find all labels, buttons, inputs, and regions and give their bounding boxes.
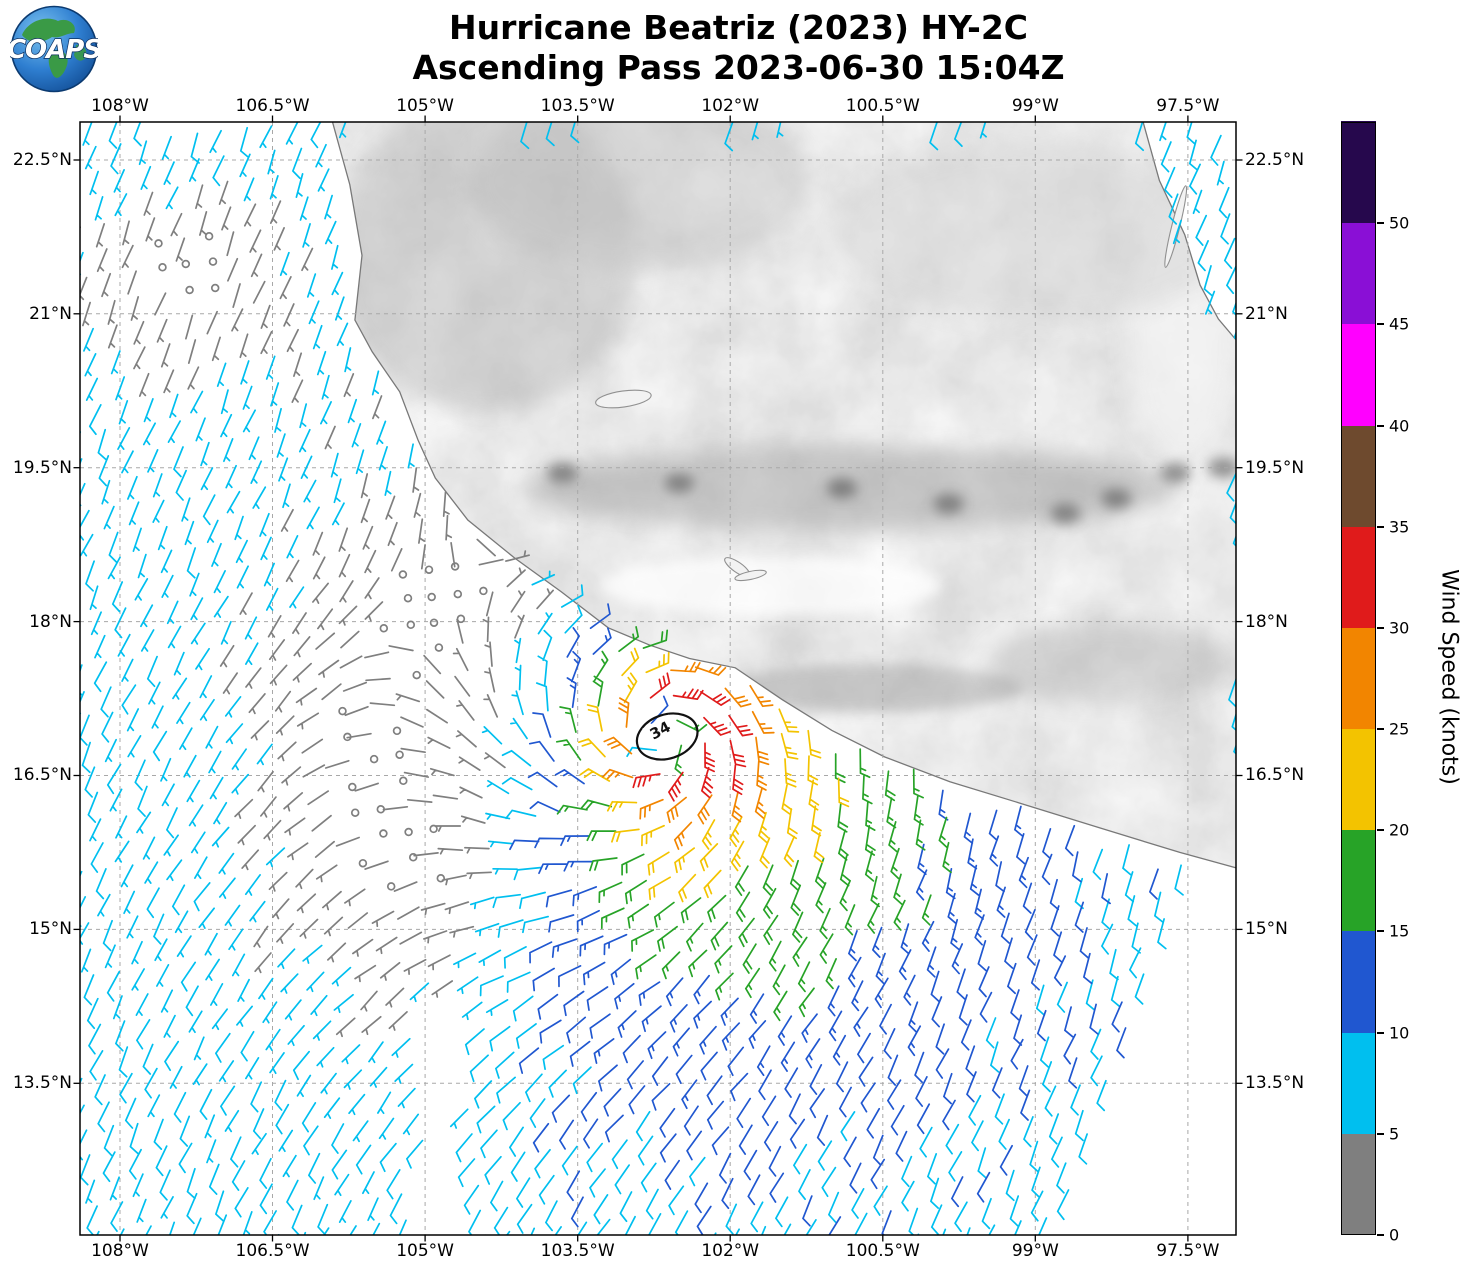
- contour-label-bg: [642, 714, 678, 746]
- lat-tick-label-right: 13.5°N: [1245, 1073, 1305, 1094]
- colorbar-tick-label: 35: [1389, 517, 1410, 537]
- wind-barbs-bin0: [80, 180, 554, 1038]
- lat-tick-label-left: 15°N: [29, 919, 72, 940]
- lat-tick-label-left: 22.5°N: [12, 149, 72, 170]
- colorbar-tick-mark: [1377, 424, 1384, 427]
- wind-barbs-bin5: [602, 661, 775, 850]
- lon-tick-label-top: 100.5°W: [845, 96, 920, 116]
- wind-barbs-bin6: [632, 672, 754, 802]
- lat-tick-label-right: 21°N: [1245, 303, 1288, 324]
- logo-landmass-south: [48, 49, 68, 78]
- colorbar-tick-label: 20: [1389, 820, 1410, 840]
- colorbar: [1341, 121, 1376, 1235]
- colorbar-segment: [1341, 526, 1376, 628]
- colorbar-segment: [1341, 829, 1376, 932]
- colorbar-tick-mark: [1377, 525, 1384, 528]
- colorbar-segment: [1341, 1032, 1376, 1134]
- colorbar-segment: [1341, 121, 1376, 224]
- storm-34kt-contour: 34: [635, 712, 699, 761]
- lon-tick-label-top: 105°W: [396, 96, 454, 116]
- coaps-logo: COAPS: [6, 5, 103, 93]
- lat-tick-label-right: 18°N: [1245, 611, 1288, 632]
- lon-tick-label-top: 99°W: [1011, 96, 1059, 116]
- colorbar-tick-mark: [1377, 626, 1384, 629]
- lon-tick-label-top: 103.5°W: [540, 96, 615, 116]
- colorbar-segment: [1341, 424, 1376, 527]
- logo-landmass-east: [74, 44, 87, 61]
- lake-outline: [595, 389, 652, 409]
- lat-tick-label-left: 16.5°N: [12, 765, 72, 786]
- lat-tick-label-left: 19.5°N: [12, 457, 72, 478]
- lon-tick-label-bottom: 106.5°W: [235, 1241, 310, 1261]
- colorbar-tick-mark: [1377, 1234, 1384, 1236]
- lon-tick-label-top: 108°W: [91, 96, 149, 116]
- lat-tick-label-left: 18°N: [29, 611, 72, 632]
- lon-tick-label-top: 97.5°W: [1156, 96, 1220, 116]
- lat-tick-label-left: 21°N: [29, 303, 72, 324]
- plot-title: Hurricane Beatriz (2023) HY-2C Ascending…: [0, 8, 1477, 87]
- gridlines: [80, 122, 1236, 1235]
- colorbar-segment: [1341, 728, 1376, 831]
- colorbar-segment: [1341, 1133, 1376, 1235]
- title-line1: Hurricane Beatriz (2023) HY-2C: [448, 8, 1029, 47]
- colorbar-tick-mark: [1377, 728, 1384, 731]
- colorbar-tick-label: 30: [1389, 618, 1410, 638]
- colorbar-tick-label: 25: [1389, 719, 1410, 739]
- colorbar-tick-mark: [1377, 222, 1384, 225]
- coaps-logo-globe: COAPS: [6, 5, 103, 93]
- title-line2: Ascending Pass 2023-06-30 15:04Z: [412, 47, 1065, 87]
- colorbar-tick-label: 50: [1389, 213, 1410, 233]
- lon-tick-label-top: 102°W: [701, 96, 760, 116]
- lake-outline: [734, 569, 767, 582]
- wind-barbs-bin2: [509, 603, 1159, 1235]
- wind-barbs-layer: [80, 122, 1236, 1235]
- logo-landmass-north: [22, 18, 75, 43]
- lat-tick-label-left: 13.5°N: [12, 1073, 72, 1094]
- lat-tick-label-right: 15°N: [1245, 919, 1288, 940]
- colorbar-tick-mark: [1377, 1132, 1384, 1135]
- lat-tick-label-right: 22.5°N: [1245, 149, 1305, 170]
- lon-tick-label-bottom: 103.5°W: [540, 1241, 615, 1261]
- wind-barbs-bin4: [578, 647, 850, 903]
- lon-tick-label-top: 106.5°W: [235, 96, 310, 116]
- lon-tick-label-bottom: 102°W: [701, 1241, 760, 1261]
- coaps-logo-text: COAPS: [10, 35, 98, 65]
- lon-tick-label-bottom: 99°W: [1011, 1241, 1059, 1261]
- colorbar-tick-label: 45: [1389, 314, 1410, 334]
- colorbar-tick-label: 5: [1389, 1124, 1400, 1144]
- colorbar-segment: [1341, 930, 1376, 1033]
- axis-tick-marks: [73, 115, 1243, 1242]
- colorbar-tick-label: 10: [1389, 1023, 1410, 1043]
- gulf-coastline: [1142, 122, 1236, 340]
- colorbar-tick-label: 40: [1389, 416, 1410, 436]
- plot-frame: [79, 121, 1237, 1236]
- wind-barbs-bin1: [80, 122, 1236, 1235]
- colorbar-segment: [1341, 627, 1376, 730]
- colorbar-tick-label: 0: [1389, 1225, 1400, 1245]
- colorbar-tick-mark: [1377, 323, 1384, 326]
- lon-tick-label-bottom: 108°W: [91, 1241, 149, 1261]
- colorbar-tick-label: 15: [1389, 921, 1410, 941]
- lat-tick-label-right: 16.5°N: [1245, 765, 1305, 786]
- colorbar-tick-mark: [1377, 930, 1384, 933]
- colorbar-segment: [1341, 222, 1376, 325]
- colorbar-tick-mark: [1377, 829, 1384, 832]
- lon-tick-label-bottom: 100.5°W: [845, 1241, 920, 1261]
- colorbar-label: Wind Speed (knots): [1436, 569, 1462, 785]
- wind-barbs-bin3: [555, 626, 952, 1022]
- colorbar-segment: [1341, 323, 1376, 426]
- lon-tick-label-bottom: 97.5°W: [1156, 1241, 1220, 1261]
- lat-tick-label-right: 19.5°N: [1245, 457, 1305, 478]
- colorbar-tick-mark: [1377, 1031, 1384, 1034]
- lon-tick-label-bottom: 105°W: [396, 1241, 454, 1261]
